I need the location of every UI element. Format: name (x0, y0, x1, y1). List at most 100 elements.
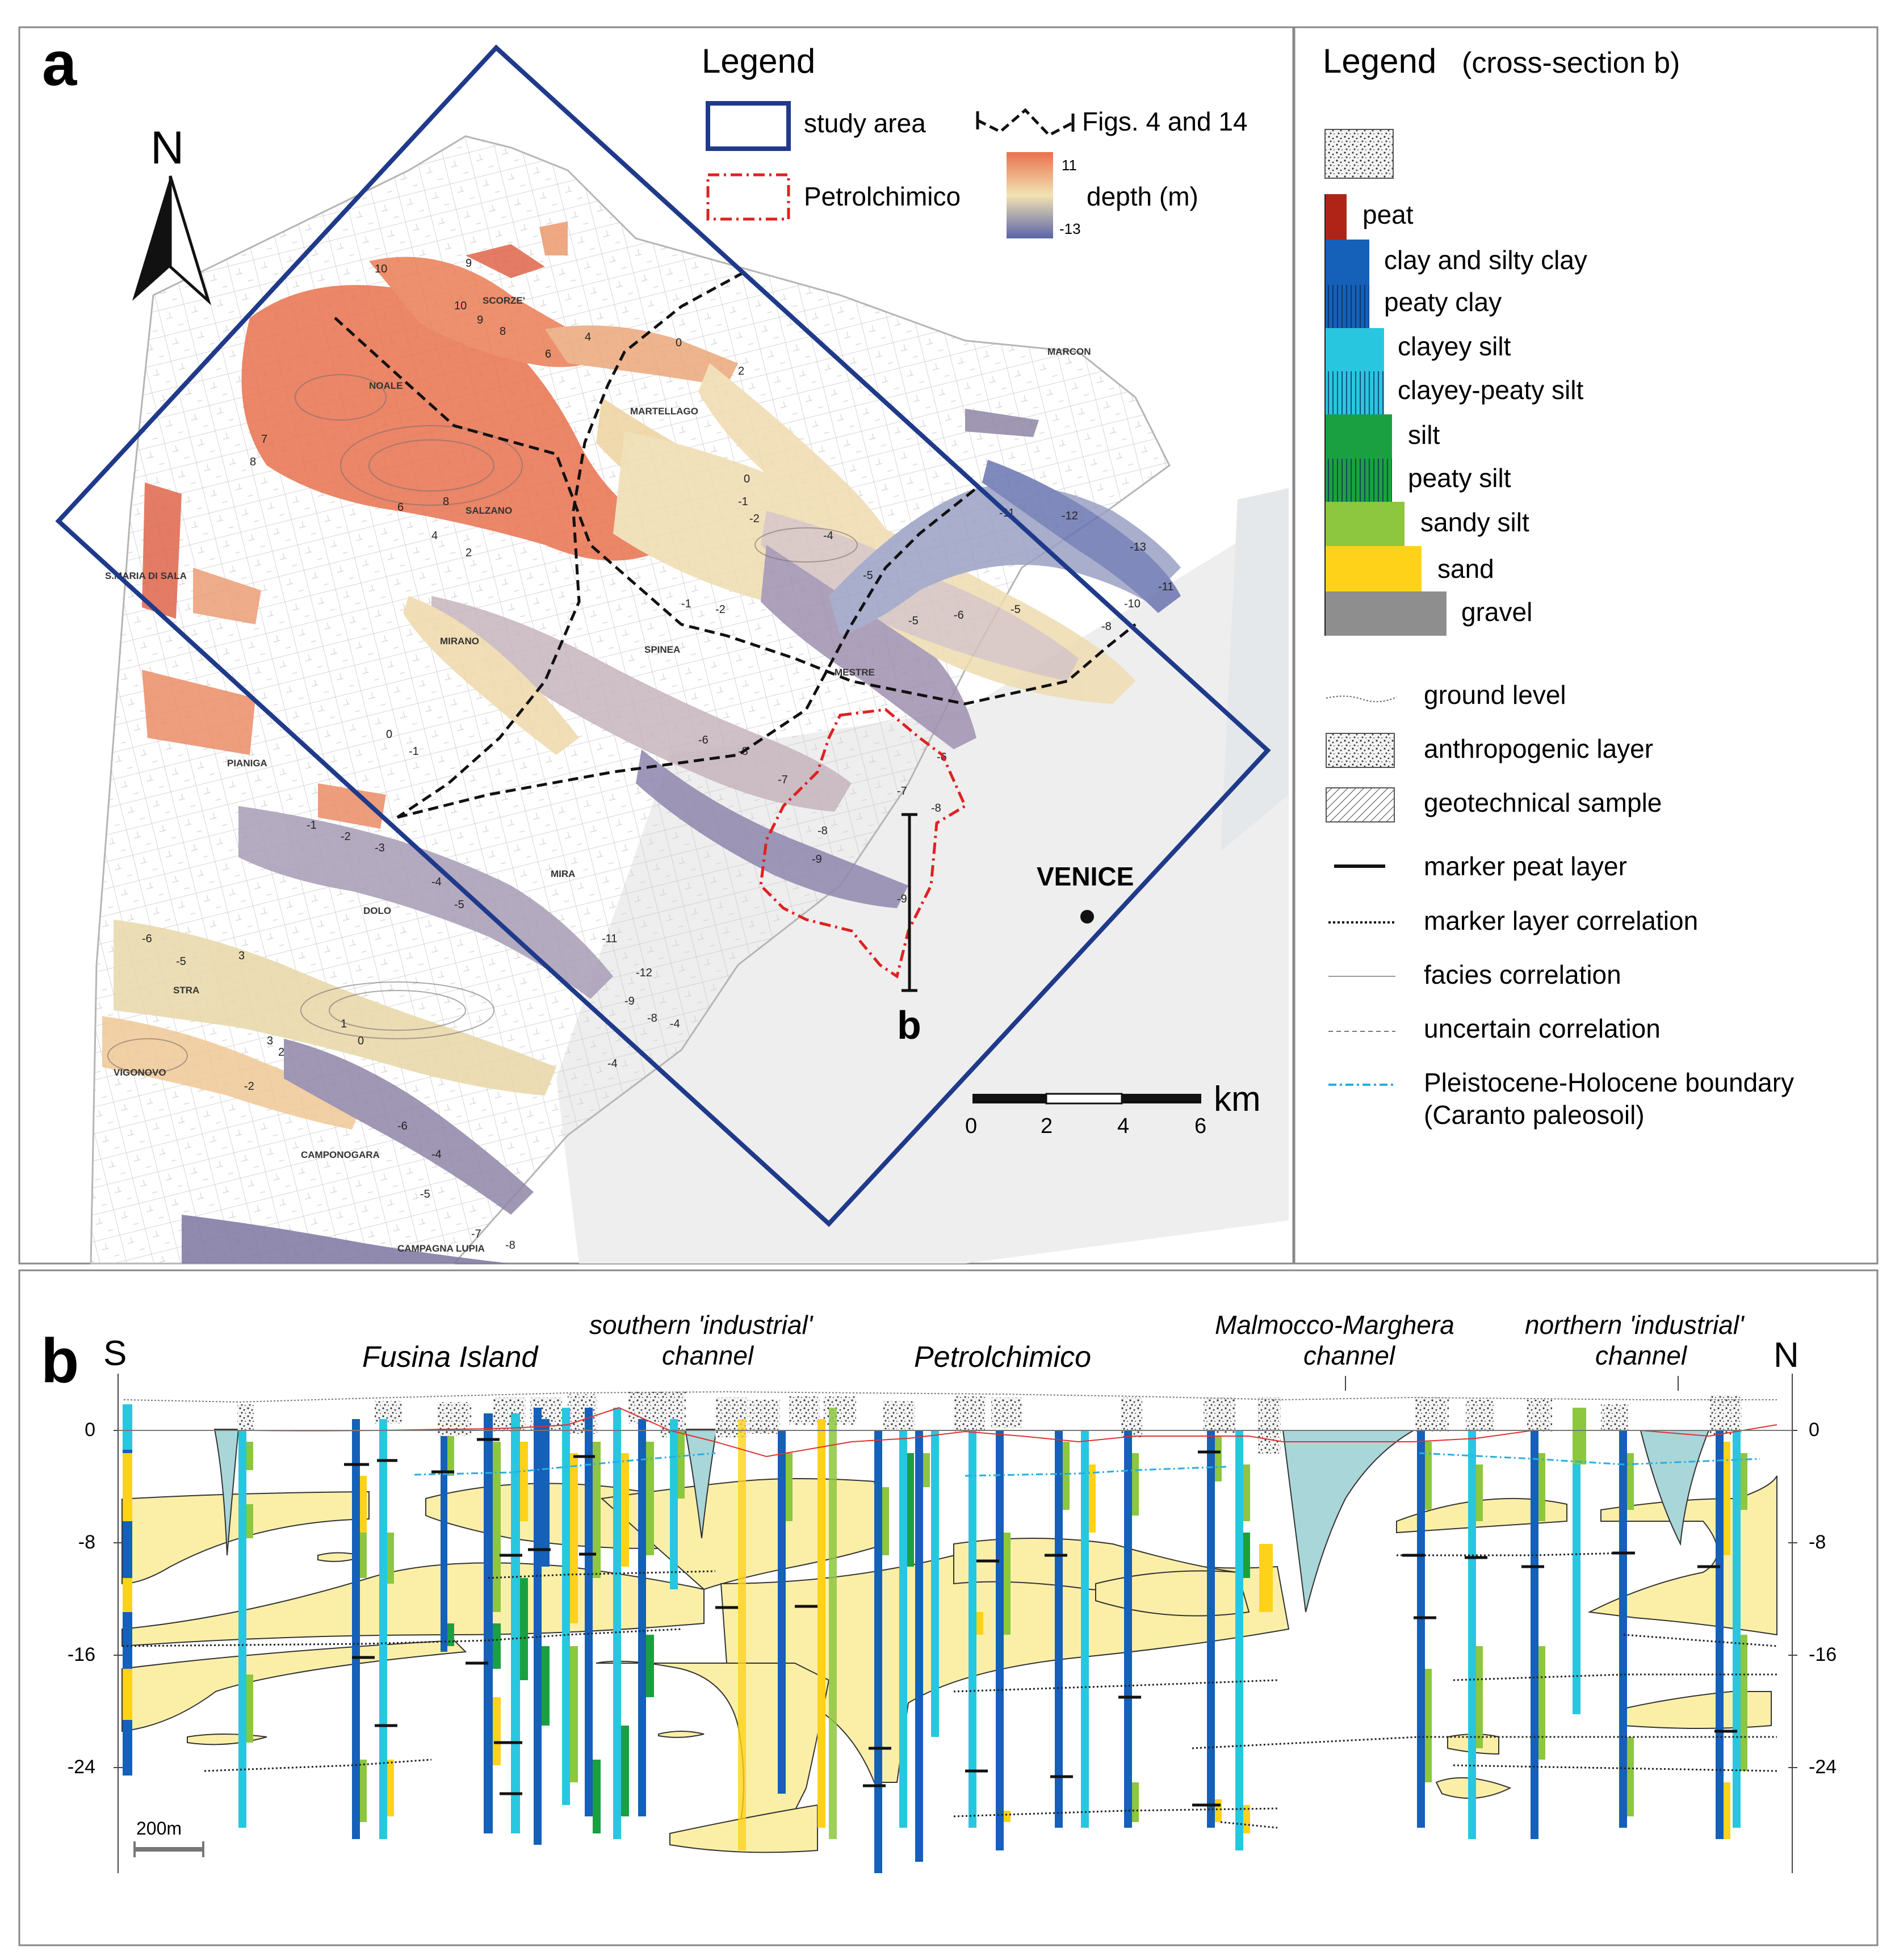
contours (107, 374, 858, 1073)
study-area-outline (55, 44, 1271, 1227)
svg-text:-4: -4 (670, 1018, 680, 1030)
place-s-maria-di-sala: S.MARIA DI SALA (105, 570, 187, 581)
depth-label-24-right: -24 (1809, 1756, 1837, 1778)
place-pianiga: PIANIGA (227, 758, 267, 769)
svg-text:-7: -7 (778, 774, 788, 786)
svg-text:-8: -8 (505, 1239, 515, 1252)
venice-label: VENICE (1037, 862, 1134, 891)
ground-level (123, 1391, 1777, 1403)
svg-text:1: 1 (341, 1018, 347, 1030)
svg-text:-1: -1 (681, 598, 691, 610)
title-northern-2: channel (1595, 1341, 1688, 1370)
place-mestre: MESTRE (835, 667, 875, 678)
panel-b-label: b (41, 1326, 79, 1396)
cross-section: 0 -8 -16 -24 0 -8 -16 -24 200m (68, 1374, 1837, 1873)
place-campagna-lupia: CAMPAGNA LUPIA (397, 1243, 485, 1254)
place-vigonovo: VIGONOVO (114, 1067, 166, 1078)
svg-text:-4: -4 (431, 1148, 442, 1161)
swatch-sand (1325, 546, 1422, 591)
svg-text:-4: -4 (431, 876, 442, 888)
depth-label-24-left: -24 (68, 1756, 95, 1778)
svg-text:-5: -5 (420, 1188, 430, 1201)
svg-text:-6: -6 (142, 933, 152, 945)
label-clayey-peaty-silt: clayey-peaty silt (1398, 375, 1583, 405)
label-sandy-silt: sandy silt (1420, 507, 1529, 537)
depth-min-label: -13 (1059, 220, 1081, 237)
legend-b-title: Legend (1323, 42, 1436, 80)
svg-text:-9: -9 (897, 893, 907, 905)
scale-unit: km (1214, 1080, 1261, 1119)
legend-b-frame (1293, 26, 1879, 1265)
symbol-labels: ground level anthropogenic layer geotech… (1424, 680, 1794, 1130)
title-southern-1: southern 'industrial' (589, 1310, 814, 1340)
svg-text:9: 9 (477, 314, 483, 326)
svg-text:-5: -5 (454, 899, 464, 911)
svg-text:-9: -9 (624, 995, 635, 1008)
section-b-label: b (897, 1003, 921, 1047)
svg-text:4: 4 (431, 530, 438, 542)
swatch-sandy-silt (1325, 502, 1405, 546)
svg-text:-13: -13 (1130, 541, 1146, 553)
svg-text:-1: -1 (738, 496, 748, 508)
place-scorze: SCORZE' (483, 295, 525, 306)
place-names: SCORZE' NOALE MARTELLAGO MARCON SALZANO … (105, 295, 1091, 1254)
svg-text:-1: -1 (307, 819, 317, 832)
depth-label: depth (m) (1087, 182, 1198, 211)
left-depth-axis (114, 1374, 123, 1873)
figs-label: Figs. 4 and 14 (1082, 107, 1248, 136)
title-petrolchimico: Petrolchimico (914, 1341, 1091, 1374)
petrolchimico-outline (759, 708, 967, 979)
label-geotechnical: geotechnical sample (1424, 788, 1662, 817)
figs-section-lines (334, 271, 1137, 819)
svg-text:10: 10 (454, 300, 467, 312)
svg-text:0: 0 (358, 1035, 364, 1047)
label-ground-level: ground level (1424, 680, 1566, 710)
depth-label-16-left: -16 (68, 1644, 95, 1665)
right-depth-axis (1788, 1374, 1797, 1873)
svg-text:9: 9 (466, 257, 472, 270)
marker-peat-layers (344, 1438, 1737, 1807)
svg-text:8: 8 (443, 496, 449, 508)
petrolchimico-swatch (706, 173, 790, 221)
svg-text:-7: -7 (897, 785, 907, 798)
svg-text:-8: -8 (1101, 620, 1112, 633)
label-anthropogenic: anthropogenic layer (1424, 734, 1653, 763)
svg-text:-2: -2 (341, 830, 351, 843)
title-malmocco-1: Malmocco-Marghera (1215, 1310, 1454, 1340)
label-sand: sand (1437, 554, 1494, 584)
section-titles: Fusina Island southern 'industrial' chan… (362, 1310, 1745, 1374)
place-stra: STRA (173, 985, 199, 996)
map-scale-bar: 0 2 4 6 km (965, 1080, 1261, 1138)
place-dolo: DOLO (363, 905, 391, 916)
depth-max-label: 11 (1062, 157, 1077, 174)
scale-tick-4: 4 (1117, 1114, 1129, 1138)
svg-text:-5: -5 (908, 615, 919, 627)
swatch-silt (1325, 414, 1392, 459)
label-peaty-clay: peaty clay (1384, 287, 1502, 317)
study-area-label: study area (804, 108, 926, 138)
svg-text:-5: -5 (863, 569, 873, 582)
label-caranto: (Caranto paleosoil) (1424, 1100, 1645, 1130)
swatch-clay (1325, 240, 1369, 285)
place-noale: NOALE (369, 380, 403, 391)
section-south-label: S (103, 1334, 127, 1373)
svg-text:-9: -9 (812, 853, 822, 866)
svg-text:-12: -12 (636, 967, 652, 979)
north-label: N (150, 122, 184, 174)
swatch-clayey-silt (1325, 328, 1384, 371)
label-pleistocene-holocene: Pleistocene-Holocene boundary (1424, 1068, 1794, 1097)
svg-text:4: 4 (585, 331, 591, 343)
svg-text:2: 2 (466, 547, 472, 559)
svg-text:6: 6 (545, 348, 551, 360)
svg-text:-2: -2 (244, 1080, 254, 1093)
section-b-line (902, 813, 917, 992)
title-northern-1: northern 'industrial' (1525, 1310, 1745, 1340)
svg-text:-4: -4 (607, 1057, 618, 1070)
legend-b: Legend (cross-section b) peat clay and s… (1323, 42, 1794, 1130)
svg-text:2: 2 (738, 365, 744, 377)
label-gravel: gravel (1461, 597, 1532, 627)
place-martellago: MARTELLAGO (630, 406, 698, 417)
marker-correlations (122, 1552, 1777, 1829)
